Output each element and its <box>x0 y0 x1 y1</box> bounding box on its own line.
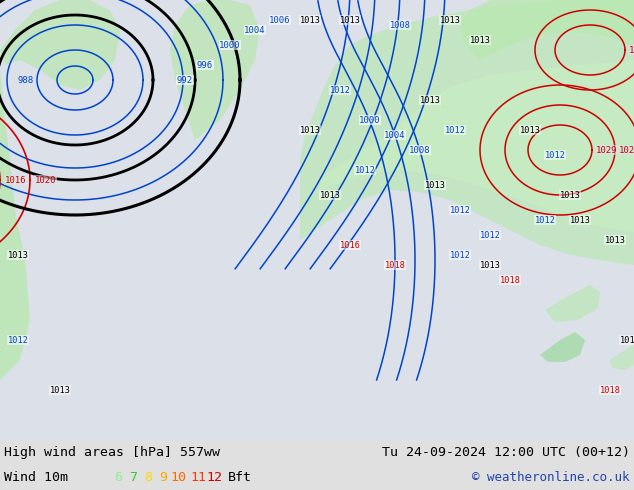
Polygon shape <box>300 0 634 265</box>
Text: 1004: 1004 <box>384 130 406 140</box>
Text: 1013: 1013 <box>320 191 340 199</box>
Text: 1013: 1013 <box>425 180 446 190</box>
Text: 1029: 1029 <box>596 146 618 154</box>
Text: 7: 7 <box>129 470 137 484</box>
Text: Wind 10m: Wind 10m <box>4 470 68 484</box>
Text: 1008: 1008 <box>389 21 410 29</box>
Polygon shape <box>545 285 600 322</box>
Text: 1012: 1012 <box>450 205 470 215</box>
Text: 1018: 1018 <box>384 261 406 270</box>
Text: 12: 12 <box>206 470 222 484</box>
Text: 1013: 1013 <box>479 261 500 270</box>
Polygon shape <box>610 345 634 370</box>
Text: 1018: 1018 <box>600 386 621 394</box>
Polygon shape <box>540 332 585 362</box>
Text: 1013: 1013 <box>569 216 590 224</box>
Text: 1008: 1008 <box>410 146 430 154</box>
Text: 1012: 1012 <box>8 336 29 344</box>
Text: 1013: 1013 <box>470 35 491 45</box>
Text: 1013: 1013 <box>604 236 626 245</box>
Text: 1016: 1016 <box>339 241 361 249</box>
Text: 8: 8 <box>144 470 152 484</box>
Text: 1013: 1013 <box>619 336 634 344</box>
Text: 1006: 1006 <box>269 16 291 24</box>
Polygon shape <box>0 0 120 90</box>
Text: 1013: 1013 <box>299 16 321 24</box>
Text: 1004: 1004 <box>244 25 266 34</box>
Text: 1012: 1012 <box>444 125 465 134</box>
Polygon shape <box>170 0 260 140</box>
Text: 1013: 1013 <box>420 96 441 104</box>
Text: 1012: 1012 <box>534 216 555 224</box>
Text: 988: 988 <box>18 75 34 84</box>
Text: 1012: 1012 <box>354 166 375 174</box>
Text: 1012: 1012 <box>450 250 470 260</box>
Text: 1000: 1000 <box>359 116 381 124</box>
Polygon shape <box>460 0 634 60</box>
Text: 1012: 1012 <box>330 85 351 95</box>
Text: 1032: 1032 <box>629 46 634 54</box>
Text: 11: 11 <box>190 470 206 484</box>
Text: 1013: 1013 <box>8 250 29 260</box>
Text: 6: 6 <box>114 470 122 484</box>
Text: 1012: 1012 <box>545 150 566 160</box>
Text: Bft: Bft <box>228 470 252 484</box>
Text: 1013: 1013 <box>519 125 541 134</box>
Text: 1013: 1013 <box>49 386 70 394</box>
Text: 996: 996 <box>197 60 213 70</box>
Text: 1016: 1016 <box>5 175 27 185</box>
Text: 1013: 1013 <box>559 191 581 199</box>
Text: 1024: 1024 <box>619 146 634 154</box>
Text: 1020: 1020 <box>35 175 56 185</box>
Polygon shape <box>0 0 30 380</box>
Text: 1012: 1012 <box>479 230 500 240</box>
Text: 992: 992 <box>177 75 193 84</box>
Text: 1018: 1018 <box>500 275 521 285</box>
Text: 1013: 1013 <box>339 16 361 24</box>
Text: 1013: 1013 <box>439 16 460 24</box>
Text: High wind areas [hPa] 557ww: High wind areas [hPa] 557ww <box>4 445 220 459</box>
Text: 1000: 1000 <box>219 41 241 49</box>
Polygon shape <box>320 60 634 232</box>
Text: Tu 24-09-2024 12:00 UTC (00+12): Tu 24-09-2024 12:00 UTC (00+12) <box>382 445 630 459</box>
Text: 1013: 1013 <box>299 125 321 134</box>
Text: 10: 10 <box>170 470 186 484</box>
Text: © weatheronline.co.uk: © weatheronline.co.uk <box>472 470 630 484</box>
Text: 9: 9 <box>159 470 167 484</box>
